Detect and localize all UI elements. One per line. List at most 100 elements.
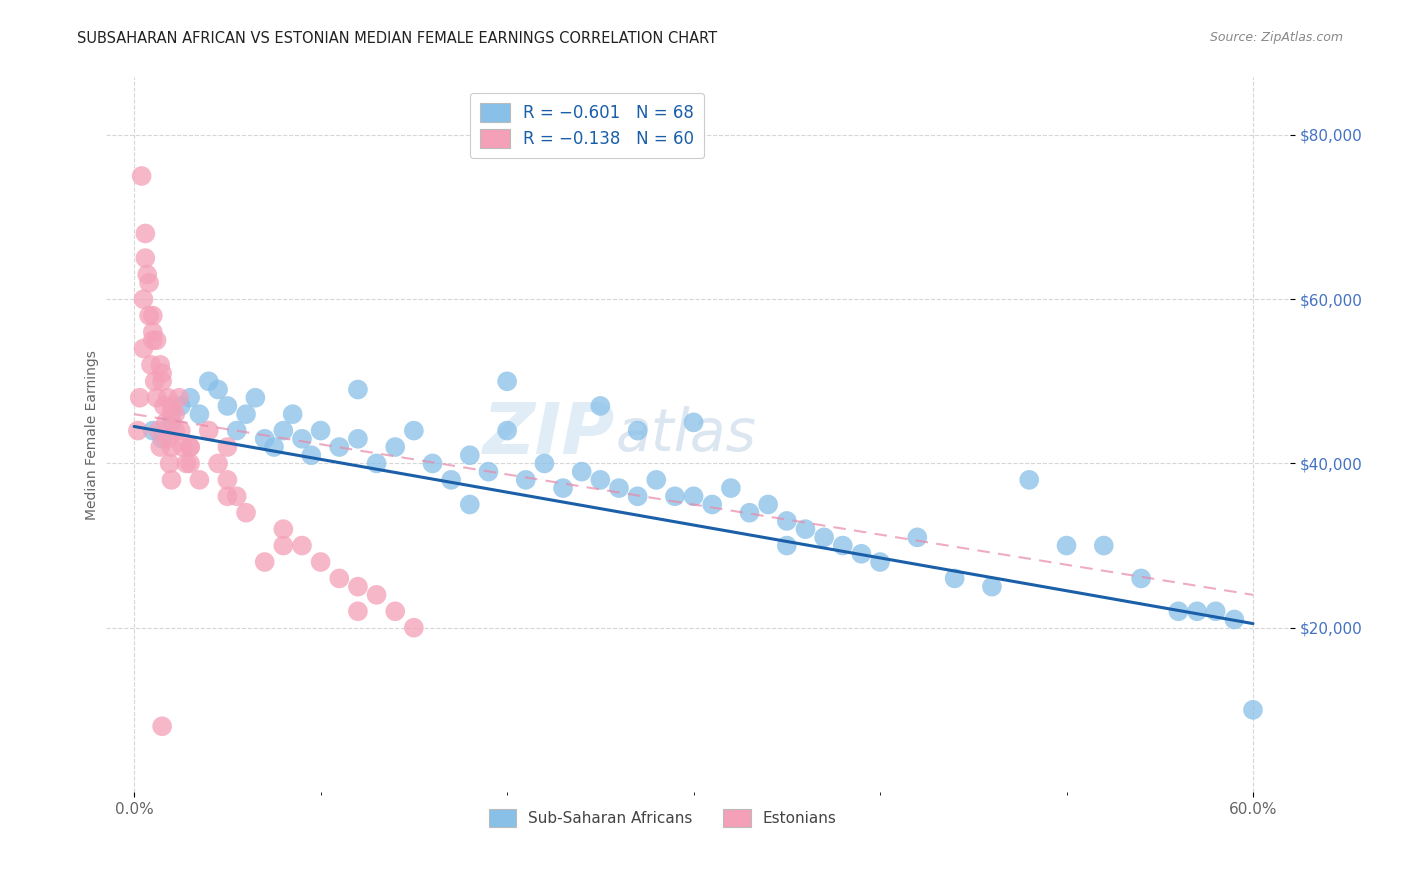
Point	[207, 457, 229, 471]
Point	[131, 169, 153, 183]
Point	[138, 309, 160, 323]
Point	[813, 530, 835, 544]
Point	[160, 399, 183, 413]
Point	[720, 481, 742, 495]
Point	[134, 251, 156, 265]
Point	[207, 383, 229, 397]
Point	[776, 514, 799, 528]
Point	[458, 448, 481, 462]
Point	[170, 424, 193, 438]
Point	[273, 539, 295, 553]
Legend: Sub-Saharan Africans, Estonians: Sub-Saharan Africans, Estonians	[481, 801, 845, 834]
Point	[273, 522, 295, 536]
Point	[496, 424, 519, 438]
Point	[402, 424, 425, 438]
Point	[273, 424, 295, 438]
Y-axis label: Median Female Earnings: Median Female Earnings	[86, 350, 100, 520]
Point	[402, 621, 425, 635]
Point	[589, 473, 612, 487]
Point	[150, 366, 173, 380]
Point	[156, 432, 179, 446]
Point	[440, 473, 463, 487]
Point	[142, 309, 165, 323]
Point	[627, 489, 650, 503]
Point	[347, 604, 370, 618]
Text: ZIP: ZIP	[484, 401, 616, 469]
Text: Source: ZipAtlas.com: Source: ZipAtlas.com	[1209, 31, 1343, 45]
Point	[160, 473, 183, 487]
Point	[253, 555, 276, 569]
Point	[188, 407, 211, 421]
Point	[515, 473, 537, 487]
Point	[136, 268, 159, 282]
Point	[225, 424, 247, 438]
Point	[347, 383, 370, 397]
Point	[148, 424, 170, 438]
Point	[1185, 604, 1208, 618]
Point	[905, 530, 928, 544]
Point	[328, 571, 350, 585]
Point	[197, 374, 219, 388]
Point	[167, 391, 190, 405]
Point	[347, 580, 370, 594]
Point	[188, 473, 211, 487]
Point	[225, 489, 247, 503]
Point	[477, 465, 499, 479]
Point	[132, 292, 155, 306]
Point	[149, 358, 172, 372]
Point	[179, 440, 201, 454]
Point	[291, 539, 314, 553]
Point	[235, 506, 257, 520]
Point	[1130, 571, 1153, 585]
Point	[150, 374, 173, 388]
Point	[309, 555, 332, 569]
Point	[571, 465, 593, 479]
Point	[366, 457, 388, 471]
Point	[366, 588, 388, 602]
Point	[1092, 539, 1115, 553]
Point	[235, 407, 257, 421]
Point	[172, 440, 194, 454]
Point	[138, 276, 160, 290]
Point	[291, 432, 314, 446]
Point	[756, 498, 779, 512]
Point	[831, 539, 853, 553]
Point	[160, 440, 183, 454]
Point	[682, 489, 704, 503]
Point	[132, 342, 155, 356]
Point	[217, 473, 239, 487]
Point	[197, 424, 219, 438]
Point	[145, 391, 167, 405]
Point	[627, 424, 650, 438]
Point	[607, 481, 630, 495]
Point	[160, 416, 183, 430]
Point	[776, 539, 799, 553]
Point	[458, 498, 481, 512]
Point	[139, 358, 162, 372]
Point	[170, 399, 193, 413]
Point	[794, 522, 817, 536]
Point	[980, 580, 1002, 594]
Point	[128, 391, 150, 405]
Point	[160, 407, 183, 421]
Point	[149, 440, 172, 454]
Point	[150, 432, 173, 446]
Point	[328, 440, 350, 454]
Point	[145, 333, 167, 347]
Point	[645, 473, 668, 487]
Point	[156, 391, 179, 405]
Point	[165, 407, 187, 421]
Point	[496, 374, 519, 388]
Point	[155, 416, 177, 430]
Point	[153, 399, 176, 413]
Point	[176, 457, 198, 471]
Point	[851, 547, 873, 561]
Point	[217, 399, 239, 413]
Point	[159, 457, 181, 471]
Point	[179, 440, 201, 454]
Point	[1167, 604, 1189, 618]
Point	[1056, 539, 1078, 553]
Point	[533, 457, 555, 471]
Point	[702, 498, 724, 512]
Point	[263, 440, 285, 454]
